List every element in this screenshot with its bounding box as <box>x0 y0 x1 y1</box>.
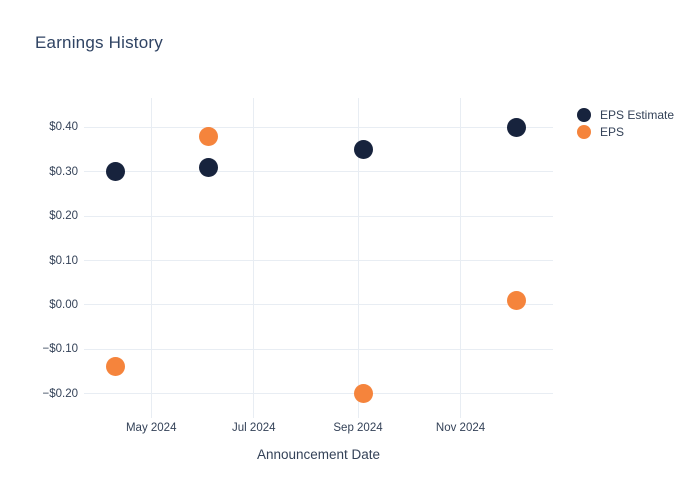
y-gridline <box>84 260 553 262</box>
y-gridline <box>84 215 553 217</box>
data-point-eps[interactable] <box>198 126 218 146</box>
legend-marker-eps-estimate <box>577 107 591 122</box>
data-point-eps-estimate[interactable] <box>353 140 373 160</box>
legend-item-eps[interactable]: EPS <box>577 123 674 140</box>
y-gridline <box>84 126 553 128</box>
x-tick-label: Jul 2024 <box>232 422 276 434</box>
y-gridline <box>84 393 553 395</box>
y-tick-label: $0.00 <box>49 298 78 311</box>
y-gridline <box>84 171 553 173</box>
y-gridline <box>84 304 553 306</box>
y-tick-label: $0.40 <box>49 121 78 134</box>
data-point-eps-estimate[interactable] <box>506 117 526 137</box>
x-axis-title: Announcement Date <box>256 447 381 462</box>
x-gridline <box>150 98 152 418</box>
legend-item-eps-estimate[interactable]: EPS Estimate <box>577 106 674 123</box>
x-tick-label: Nov 2024 <box>435 422 486 434</box>
data-point-eps[interactable] <box>353 384 373 404</box>
data-point-eps-estimate[interactable] <box>198 157 218 177</box>
y-tick-label: $0.30 <box>49 165 78 178</box>
x-gridline <box>253 98 255 418</box>
chart-title: Earnings History <box>35 33 163 52</box>
plot-area <box>84 98 553 418</box>
legend-label-eps: EPS <box>600 124 625 139</box>
y-gridline <box>84 348 553 350</box>
x-gridline <box>357 98 359 418</box>
y-tick-label: −$0.20 <box>42 387 79 400</box>
x-tick-label: May 2024 <box>125 422 177 434</box>
x-gridline <box>460 98 462 418</box>
y-tick-label: $0.10 <box>49 254 78 267</box>
data-point-eps[interactable] <box>506 290 526 310</box>
legend: EPS Estimate EPS <box>577 106 674 140</box>
legend-label-eps-estimate: EPS Estimate <box>600 107 675 122</box>
y-tick-label: $0.20 <box>49 210 78 223</box>
x-tick-label: Sep 2024 <box>333 422 383 434</box>
data-point-eps[interactable] <box>106 357 126 377</box>
legend-marker-eps <box>577 124 591 139</box>
y-tick-label: −$0.10 <box>42 343 79 356</box>
data-point-eps-estimate[interactable] <box>106 162 126 182</box>
